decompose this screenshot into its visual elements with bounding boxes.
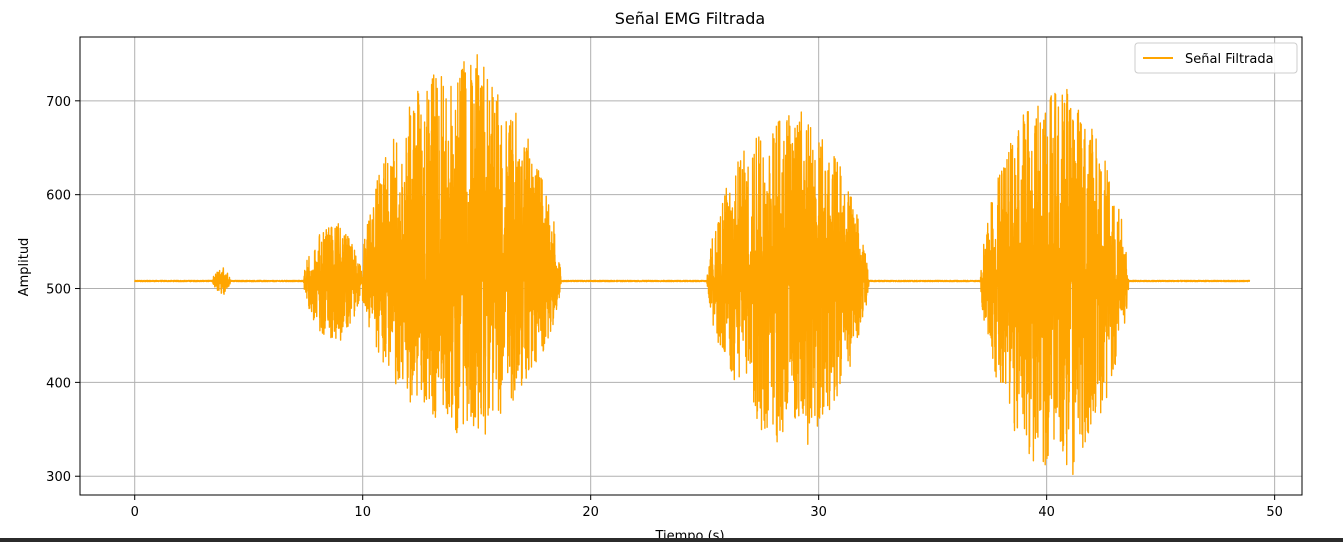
plot-frame [79, 36, 1303, 496]
x-tick-label: 10 [354, 505, 371, 520]
chart-title: Señal EMG Filtrada [615, 9, 765, 28]
y-tick-label: 600 [46, 189, 71, 204]
legend-box [1134, 42, 1298, 74]
y-tick-label: 700 [46, 95, 71, 110]
y-tick-label: 300 [46, 470, 71, 485]
y-tick-label: 400 [46, 376, 71, 391]
x-tick-label: 0 [131, 505, 139, 520]
x-tick-label: 20 [582, 505, 599, 520]
x-tick-label: 50 [1266, 505, 1283, 520]
bottom-edge-strip [0, 538, 1343, 542]
legend: Señal Filtrada [1134, 42, 1298, 74]
axis-ticks: 0 10 20 30 40 50 300 400 500 600 700 [46, 95, 1283, 520]
y-axis-label: Amplitud [17, 238, 32, 297]
series-line-senal-filtrada [134, 54, 1251, 476]
y-tick-label: 500 [46, 283, 71, 298]
legend-label: Señal Filtrada [1185, 52, 1274, 67]
x-tick-label: 30 [810, 505, 827, 520]
x-tick-label: 40 [1038, 505, 1055, 520]
